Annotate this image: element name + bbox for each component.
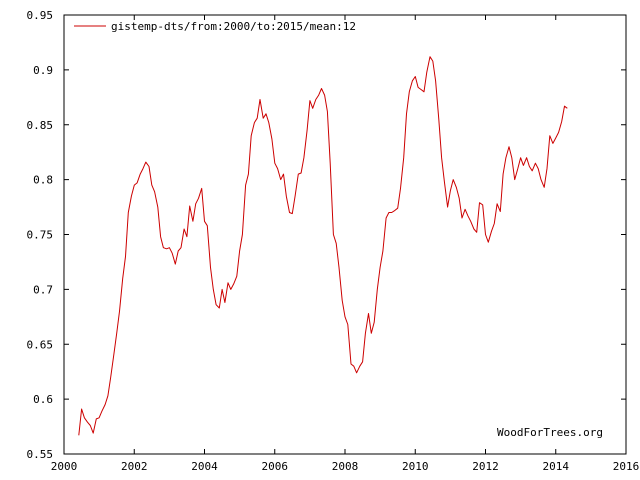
series-line (78, 56, 568, 436)
x-tick-label: 2002 (121, 460, 148, 473)
x-tick-label: 2006 (262, 460, 289, 473)
y-tick-label: 0.95 (27, 9, 54, 22)
x-tick-label: 2008 (332, 460, 359, 473)
x-axis-tick-labels: 2000 2002 2004 2006 2008 2010 2012 2014 2016 (51, 460, 640, 473)
legend-label: gistemp-dts/from:2000/to:2015/mean:12 (111, 20, 356, 33)
x-tick-label: 2016 (613, 460, 640, 473)
y-axis-ticks (64, 14, 626, 455)
y-tick-label: 0.75 (27, 229, 54, 242)
y-tick-label: 0.8 (33, 174, 53, 187)
series-group (78, 56, 568, 436)
x-tick-label: 2004 (191, 460, 218, 473)
y-tick-label: 0.6 (33, 393, 53, 406)
y-tick-label: 0.55 (27, 448, 54, 461)
legend: gistemp-dts/from:2000/to:2015/mean:12 (74, 20, 356, 33)
y-tick-label: 0.85 (27, 119, 54, 132)
x-tick-label: 2010 (402, 460, 429, 473)
y-axis-tick-labels: 0.55 0.6 0.65 0.7 0.75 0.8 0.85 0.9 0.95 (27, 9, 54, 461)
x-tick-label: 2000 (51, 460, 78, 473)
y-tick-label: 0.9 (33, 64, 53, 77)
credit-text: WoodForTrees.org (497, 426, 603, 439)
y-tick-label: 0.65 (27, 338, 54, 351)
x-axis-ticks (63, 15, 627, 454)
x-tick-label: 2014 (543, 460, 570, 473)
x-tick-label: 2012 (472, 460, 499, 473)
y-tick-label: 0.7 (33, 283, 53, 296)
